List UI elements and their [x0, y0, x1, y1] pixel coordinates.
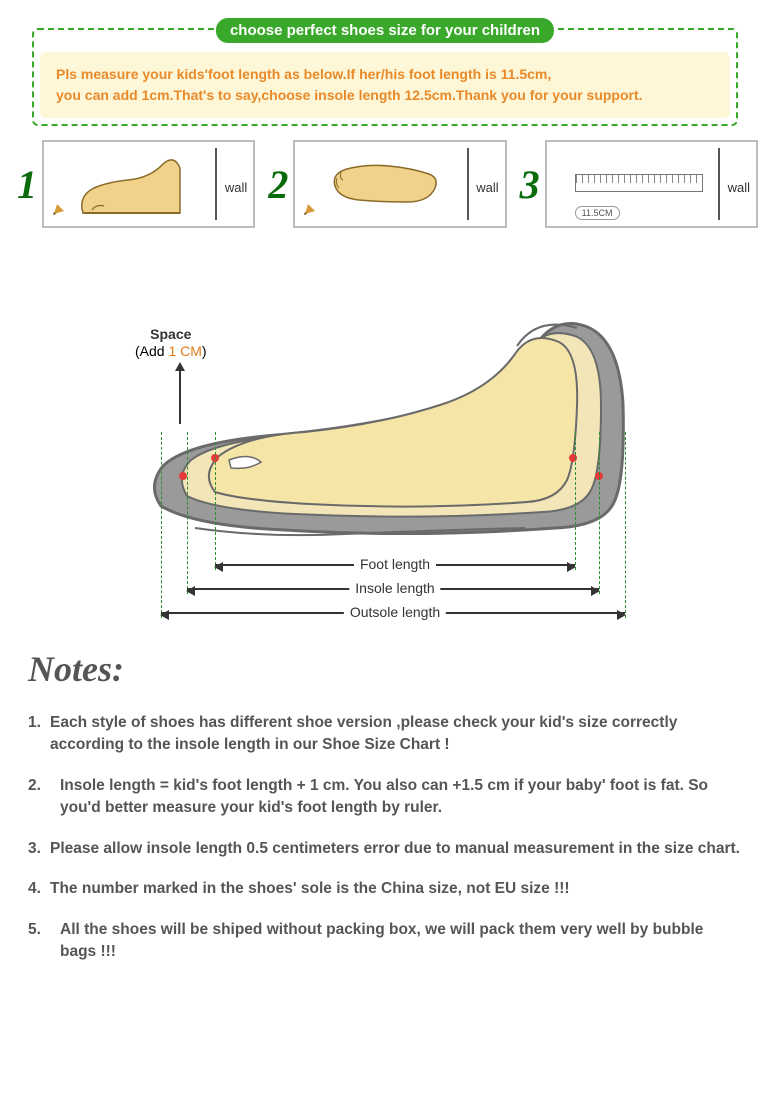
wall-line-icon	[215, 148, 217, 220]
ruler-value: 11.5CM	[575, 206, 620, 220]
note-item: 2. Insole length = kid's foot length + 1…	[28, 775, 742, 820]
note-number: 3.	[28, 838, 44, 860]
note-text: All the shoes will be shiped without pac…	[50, 919, 742, 964]
wall-label: wall	[476, 180, 498, 195]
ruler-icon	[575, 174, 703, 192]
notes-section: Notes: 1. Each style of shoes has differ…	[28, 648, 742, 964]
foot-length-label: Foot length	[354, 556, 436, 572]
instruction-box: Pls measure your kids'foot length as bel…	[40, 52, 730, 118]
step-1: 1 wall	[12, 140, 255, 228]
step-panel-2: wall	[293, 140, 506, 228]
note-item: 1. Each style of shoes has different sho…	[28, 712, 742, 757]
note-item: 3. Please allow insole length 0.5 centim…	[28, 838, 742, 860]
insole-length-label: Insole length	[349, 580, 440, 596]
note-text: The number marked in the shoes' sole is …	[50, 878, 742, 900]
dash-line	[575, 432, 576, 570]
step-number: 3	[515, 161, 545, 208]
instruction-line-1: Pls measure your kids'foot length as bel…	[56, 64, 714, 85]
pencil-icon	[303, 190, 329, 216]
wall-label: wall	[225, 180, 247, 195]
step-2: 2 wall	[263, 140, 506, 228]
pencil-icon	[52, 190, 78, 216]
step-number: 2	[263, 161, 293, 208]
instruction-line-2: you can add 1cm.That's to say,choose ins…	[56, 85, 714, 106]
step-panel-1: wall	[42, 140, 255, 228]
step-3: 3 wall 11.5CM	[515, 140, 758, 228]
step-panel-3: wall 11.5CM	[545, 140, 758, 228]
dash-line	[187, 432, 188, 594]
step-number: 1	[12, 161, 42, 208]
wall-line-icon	[718, 148, 720, 220]
foot-top-icon	[329, 162, 439, 206]
note-item: 4. The number marked in the shoes' sole …	[28, 878, 742, 900]
steps-row: 1 wall 2 wall	[12, 140, 758, 228]
note-item: 5. All the shoes will be shiped without …	[28, 919, 742, 964]
wall-line-icon	[467, 148, 469, 220]
shoe-diagram: Space (Add 1 CM) Foot length Ins	[125, 262, 645, 632]
note-number: 2.	[28, 775, 44, 820]
note-text: Each style of shoes has different shoe v…	[50, 712, 742, 757]
dash-line	[599, 432, 600, 594]
note-number: 5.	[28, 919, 44, 964]
wall-label: wall	[728, 180, 750, 195]
note-number: 4.	[28, 878, 44, 900]
note-number: 1.	[28, 712, 44, 757]
dash-line	[161, 432, 162, 618]
dash-line	[215, 432, 216, 570]
note-text: Insole length = kid's foot length + 1 cm…	[50, 775, 742, 820]
outsole-length-label: Outsole length	[344, 604, 446, 620]
foot-side-icon	[78, 158, 188, 218]
header-box: choose perfect shoes size for your child…	[32, 28, 738, 126]
dash-line	[625, 432, 626, 618]
notes-title: Notes:	[28, 648, 742, 690]
header-pill: choose perfect shoes size for your child…	[214, 16, 556, 45]
note-text: Please allow insole length 0.5 centimete…	[50, 838, 742, 860]
measurement-lines: Foot length Insole length Outsole length	[145, 432, 635, 632]
